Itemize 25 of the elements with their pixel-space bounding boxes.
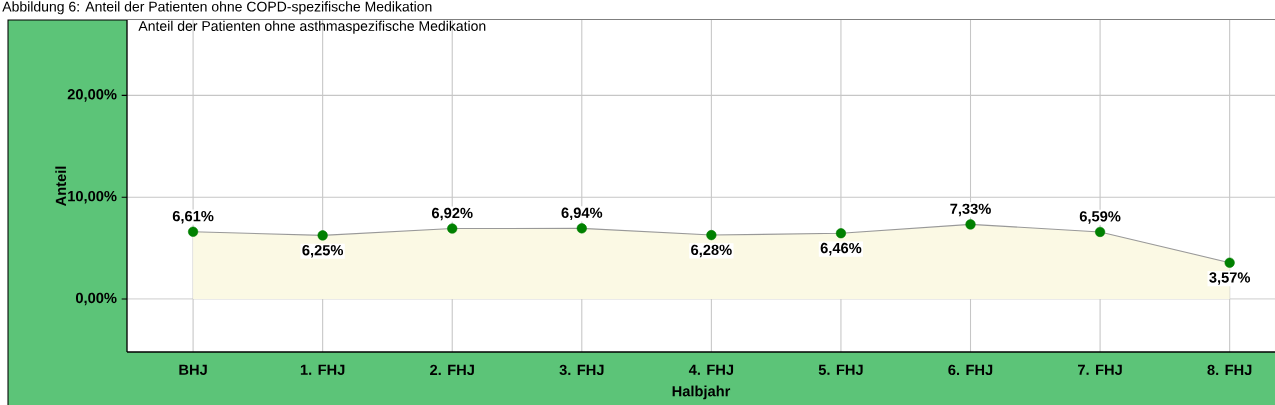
y-tick-label: 0,00% — [75, 292, 117, 306]
x-tick-label: 8. FHJ — [1207, 364, 1252, 376]
data-label: 7,33% — [950, 203, 991, 217]
x-tick-label: 5. FHJ — [818, 364, 863, 375]
text: Abbildung 6: Anteil der Patienten ohne COPD-spezifische Medikation — [2, 1, 432, 15]
y-tick-label: 20,00% — [67, 89, 117, 102]
data-label: 6,25% — [302, 245, 344, 258]
x-tick-label: 1. FHJ — [300, 364, 345, 375]
data-label: 6,92% — [431, 207, 473, 221]
x-tick-label: 6. FHJ — [948, 364, 993, 376]
data-label: 6,94% — [561, 207, 603, 221]
data-label: 6,59% — [1079, 211, 1121, 224]
chart-title: Anteil der Patienten ohne asthmaspezifische Medikation — [138, 20, 486, 34]
x-axis-title: Halbjahr — [672, 385, 731, 400]
y-tick-label: 10,00% — [68, 190, 117, 204]
x-tick-label: 4. FHJ — [688, 364, 734, 375]
data-label: 6,46% — [820, 242, 862, 256]
data-label: 6,61% — [172, 210, 214, 224]
x-tick-label: BHJ — [179, 364, 207, 375]
data-label: 3,57% — [1209, 272, 1251, 285]
data-label: 6,28% — [691, 244, 732, 258]
x-tick-label: 3. FHJ — [559, 364, 604, 376]
x-tick-label: 7. FHJ — [1078, 364, 1122, 375]
y-axis-title: Anteil — [55, 166, 67, 207]
x-tick-label: 2. FHJ — [430, 364, 474, 376]
